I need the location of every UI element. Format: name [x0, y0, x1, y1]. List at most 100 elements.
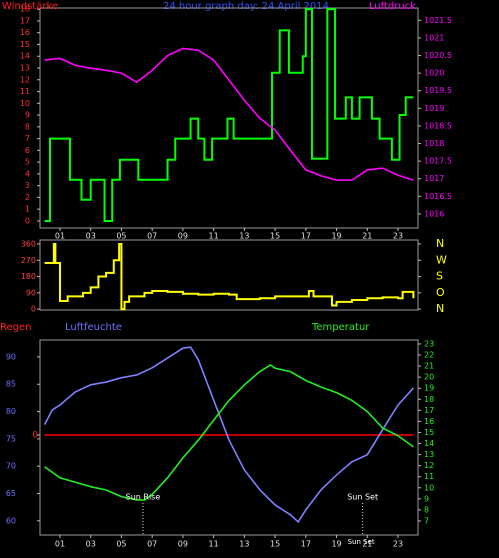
y-tick-label: 360 [21, 239, 36, 248]
y2-tick-label: 1019.5 [424, 86, 452, 95]
y2-tick-label: N [436, 302, 444, 315]
y3-tick-label: 0 [32, 431, 38, 441]
y2-tick-label: 1016.5 [424, 192, 452, 201]
x-tick-label: 07 [147, 540, 157, 549]
annotation: Sun Set [347, 493, 378, 502]
y2-tick-label: 1021.5 [424, 16, 452, 25]
y2-tick-label: 13 [424, 450, 434, 459]
x-tick-label: 11 [209, 232, 219, 241]
x-tick-label: 07 [147, 232, 157, 241]
y-tick-label: 85 [6, 380, 16, 389]
series-line [43, 346, 414, 524]
y2-tick-label: W [436, 253, 447, 266]
y2-tick-label: 16 [424, 417, 434, 426]
annotation: Sun Rise [126, 493, 161, 502]
x-tick-label: 13 [239, 232, 249, 241]
y-tick-label: 0 [25, 216, 30, 225]
y-tick-label: 4 [25, 169, 30, 178]
annotation: Sun Set [348, 538, 375, 546]
y-tick-label: 65 [6, 489, 16, 498]
y2-tick-label: 7 [424, 516, 429, 525]
x-tick-label: 03 [86, 540, 96, 549]
y2-tick-label: 11 [424, 472, 434, 481]
plot-frame [39, 339, 419, 536]
x-tick-label: 23 [393, 232, 403, 241]
y-tick-label: 18 [20, 5, 30, 14]
x-tick-label: 17 [301, 232, 311, 241]
x-tick-label: 05 [116, 232, 126, 241]
x-tick-label: 13 [239, 540, 249, 549]
y2-tick-label: O [436, 286, 445, 299]
series-line [44, 47, 414, 181]
x-tick-label: 09 [178, 540, 188, 549]
y-tick-label: 7 [25, 134, 30, 143]
y-tick-label: 80 [6, 407, 16, 416]
series-label: Regen [0, 322, 32, 333]
y-tick-label: 9 [25, 111, 30, 120]
y2-tick-label: N [436, 237, 444, 250]
y-tick-label: 90 [26, 288, 36, 297]
y-tick-label: 12 [20, 75, 30, 84]
series-line [44, 242, 415, 311]
y2-tick-label: 1017.5 [424, 157, 452, 166]
x-tick-label: 19 [331, 540, 341, 549]
y2-tick-label: 9 [424, 494, 429, 503]
x-tick-label: 21 [362, 232, 372, 241]
y-tick-label: 6 [25, 146, 30, 155]
series-label: Luftfeuchte [65, 322, 122, 333]
series-label: Luftdruck [369, 1, 416, 12]
x-tick-label: 11 [209, 540, 219, 549]
y2-tick-label: 22 [424, 351, 434, 360]
plot-frame [39, 239, 419, 311]
x-tick-label: 01 [55, 540, 65, 549]
y-tick-label: 10 [20, 99, 30, 108]
y2-tick-label: 17 [424, 406, 434, 415]
y2-tick-label: 1021 [424, 33, 444, 42]
x-tick-label: 09 [178, 232, 188, 241]
x-tick-label: 03 [86, 232, 96, 241]
y2-tick-label: 19 [424, 384, 434, 393]
y2-tick-label: 20 [424, 373, 434, 382]
y2-tick-label: 1020.5 [424, 51, 452, 60]
x-tick-label: 17 [301, 540, 311, 549]
y-tick-label: 75 [6, 434, 16, 443]
y-tick-label: 270 [21, 256, 36, 265]
series-label: Windstärke [2, 1, 58, 12]
x-tick-label: 01 [55, 232, 65, 241]
y-tick-label: 17 [20, 16, 30, 25]
y2-tick-label: 1016 [424, 209, 444, 218]
y2-tick-label: 1020 [424, 69, 444, 78]
series-line [44, 364, 414, 501]
y-tick-label: 13 [20, 64, 30, 73]
y-tick-label: 60 [6, 516, 16, 525]
y2-tick-label: 8 [424, 505, 429, 514]
y2-tick-label: 12 [424, 461, 434, 470]
x-tick-label: 21 [362, 540, 372, 549]
y-tick-label: 2 [25, 193, 30, 202]
y2-tick-label: 23 [424, 339, 434, 348]
y2-tick-label: 18 [424, 395, 434, 404]
y2-tick-label: 1018.5 [424, 121, 452, 130]
chart-title: 24 hour graph day: 24 April 2014 [163, 1, 329, 12]
x-tick-label: 19 [331, 232, 341, 241]
y2-tick-label: 14 [424, 439, 434, 448]
x-tick-label: 05 [116, 540, 126, 549]
series-line [44, 8, 414, 222]
x-tick-label: 15 [270, 232, 280, 241]
y-tick-label: 14 [20, 52, 30, 61]
y2-tick-label: 1019 [424, 104, 444, 113]
series-label: Temperatur [311, 322, 370, 333]
x-tick-label: 23 [393, 540, 403, 549]
y-tick-label: 11 [20, 87, 30, 96]
y-tick-label: 16 [20, 28, 30, 37]
y-tick-label: 15 [20, 40, 30, 49]
plot-frame [39, 7, 419, 229]
y-tick-label: 180 [21, 272, 36, 281]
y-tick-label: 1 [25, 205, 30, 214]
y-tick-label: 90 [6, 352, 16, 361]
y2-tick-label: 1017 [424, 174, 444, 183]
y-tick-label: 8 [25, 122, 30, 131]
y-tick-label: 0 [31, 305, 36, 314]
